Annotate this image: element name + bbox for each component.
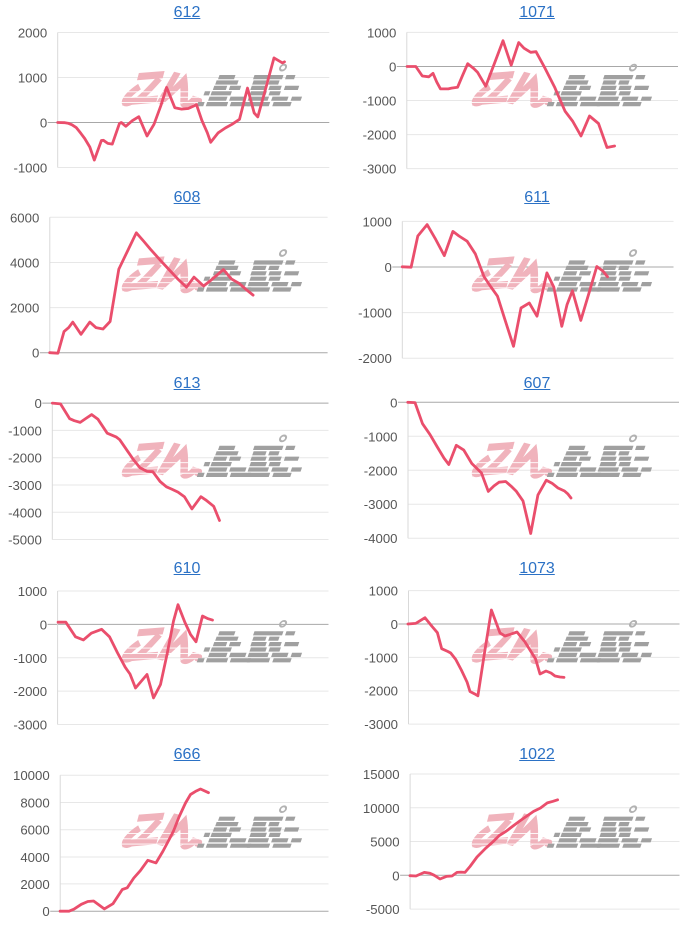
svg-text:2000: 2000 — [20, 877, 49, 892]
svg-text:1000: 1000 — [362, 214, 391, 229]
svg-text:10000: 10000 — [13, 768, 50, 783]
svg-text:-4000: -4000 — [364, 531, 398, 546]
svg-text:0: 0 — [40, 116, 47, 131]
svg-text:-2000: -2000 — [364, 684, 398, 699]
svg-text:0: 0 — [384, 260, 391, 275]
svg-text:-1000: -1000 — [363, 94, 397, 109]
svg-text:-1000: -1000 — [364, 429, 398, 444]
svg-text:-2000: -2000 — [358, 351, 392, 366]
svg-text:-3000: -3000 — [363, 162, 397, 177]
svg-text:-3000: -3000 — [364, 717, 398, 732]
svg-text:15000: 15000 — [363, 767, 400, 782]
svg-text:2000: 2000 — [18, 26, 47, 41]
svg-text:-1000: -1000 — [8, 423, 42, 438]
svg-text:0: 0 — [34, 396, 41, 411]
svg-text:6000: 6000 — [20, 823, 49, 838]
svg-text:0: 0 — [40, 617, 47, 632]
svg-text:-5000: -5000 — [366, 902, 400, 917]
svg-text:0: 0 — [389, 60, 396, 75]
svg-text:-3000: -3000 — [8, 478, 42, 493]
svg-text:-2000: -2000 — [364, 463, 398, 478]
svg-text:5000: 5000 — [370, 835, 399, 850]
svg-text:-2000: -2000 — [363, 128, 397, 143]
svg-text:1000: 1000 — [367, 25, 396, 40]
svg-text:0: 0 — [32, 346, 39, 361]
svg-text:-1000: -1000 — [358, 306, 392, 321]
svg-text:-1000: -1000 — [364, 650, 398, 665]
svg-text:0: 0 — [42, 904, 49, 919]
svg-text:-2000: -2000 — [8, 451, 42, 466]
svg-text:1000: 1000 — [18, 71, 47, 86]
svg-text:1000: 1000 — [369, 584, 398, 599]
svg-text:-3000: -3000 — [13, 718, 47, 733]
svg-text:8000: 8000 — [20, 796, 49, 811]
svg-text:2000: 2000 — [10, 301, 39, 316]
svg-text:-1000: -1000 — [13, 161, 47, 176]
svg-text:1000: 1000 — [18, 584, 47, 599]
svg-text:4000: 4000 — [20, 850, 49, 865]
svg-text:-3000: -3000 — [364, 497, 398, 512]
svg-text:4000: 4000 — [10, 256, 39, 271]
svg-text:-1000: -1000 — [13, 651, 47, 666]
svg-text:0: 0 — [391, 617, 398, 632]
svg-text:-4000: -4000 — [8, 505, 42, 520]
svg-text:0: 0 — [392, 868, 399, 883]
svg-text:-2000: -2000 — [13, 684, 47, 699]
svg-text:10000: 10000 — [363, 801, 400, 816]
svg-text:6000: 6000 — [10, 210, 39, 225]
svg-text:-5000: -5000 — [8, 533, 42, 548]
svg-text:0: 0 — [390, 395, 397, 410]
